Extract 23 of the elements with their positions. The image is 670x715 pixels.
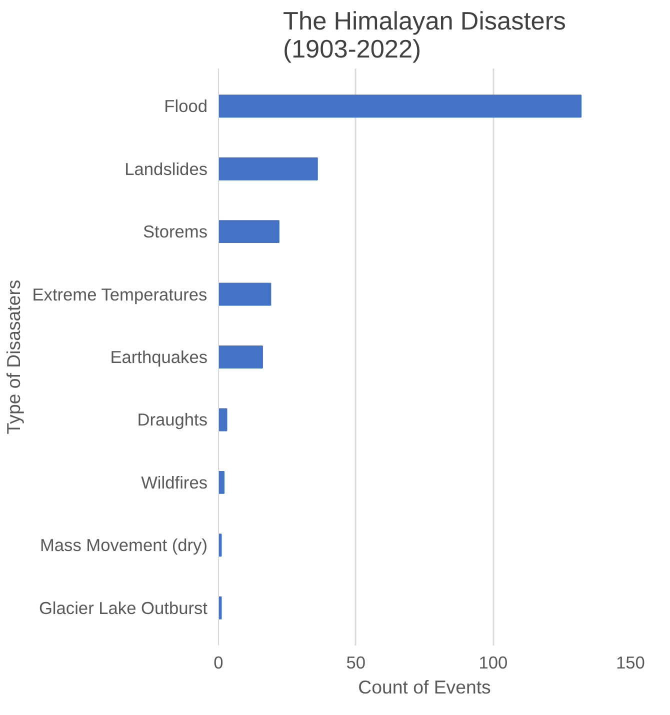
bar xyxy=(218,408,228,432)
y-tick-label: Draughts xyxy=(137,410,208,430)
bar xyxy=(218,157,318,180)
y-tick-label: Earthquakes xyxy=(110,347,208,367)
bar xyxy=(218,346,263,368)
y-tick-label: Landslides xyxy=(124,158,208,179)
y-tick-label: Extreme Temperatures xyxy=(32,284,208,304)
x-tick-label: 0 xyxy=(214,652,224,672)
y-tick-label: Glacier Lake Outburst xyxy=(38,598,208,618)
chart-title: The Himalayan Disasters (1903-2022) xyxy=(283,8,566,64)
y-tick-label: Mass Movement (dry) xyxy=(40,535,208,556)
x-tick-label: 150 xyxy=(616,652,645,672)
x-axis-title: Count of Events xyxy=(358,676,491,698)
x-tick-label: 50 xyxy=(346,652,366,672)
y-tick-label: Wildfires xyxy=(141,472,208,492)
y-axis-title: Type of Disasaters xyxy=(3,280,24,434)
y-tick-label: Storems xyxy=(142,222,208,242)
bar xyxy=(218,220,280,244)
bar xyxy=(218,94,582,118)
y-tick-label: Flood xyxy=(164,96,208,116)
bar xyxy=(218,470,224,494)
x-tick-label: 100 xyxy=(478,652,508,672)
bar xyxy=(218,282,272,306)
